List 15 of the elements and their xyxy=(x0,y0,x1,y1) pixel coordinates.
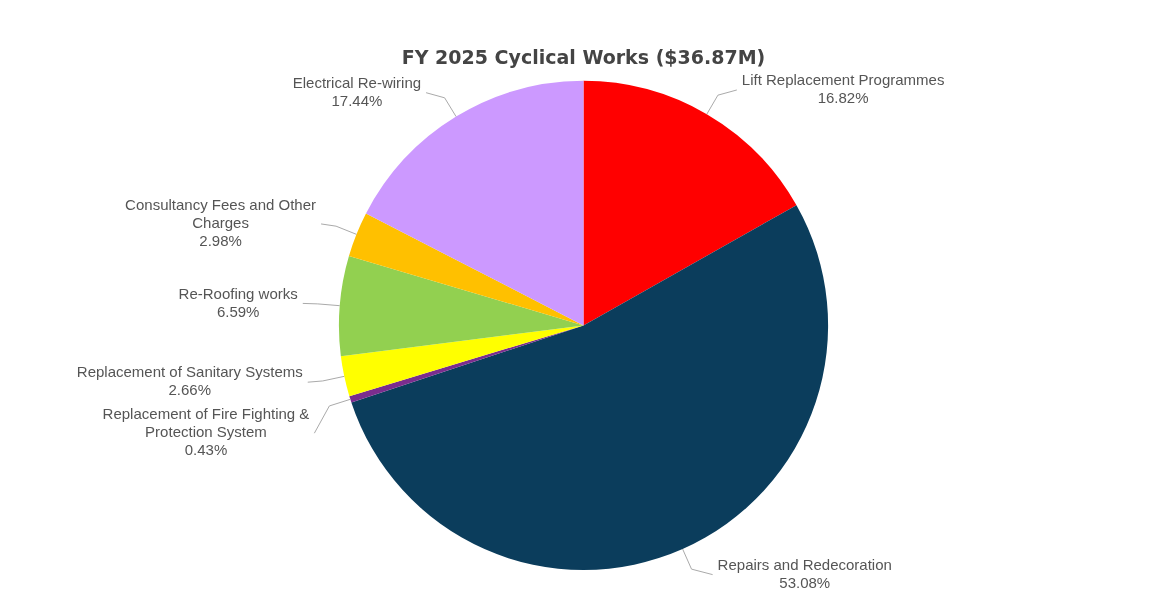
data-label: 2.98% xyxy=(199,232,242,250)
slice-label: Repairs and Redecoration xyxy=(717,555,892,573)
chart-title: FY 2025 Cyclical Works ($36.87M) xyxy=(401,46,766,69)
slice-label: Consultancy Fees and Other Charges xyxy=(125,196,317,232)
data-label: 6.59% xyxy=(216,302,260,320)
slice-label: Electrical Re-wiring xyxy=(292,73,422,91)
slice-label: Re-Roofing works xyxy=(178,284,298,302)
data-label: 2.66% xyxy=(168,381,212,399)
slice-label: Replacement of Sanitary Systems xyxy=(76,363,303,381)
slice-label: Replacement of Fire Fighting & Protection System xyxy=(102,405,310,441)
data-label: 17.44% xyxy=(331,91,383,109)
data-label: 16.82% xyxy=(817,89,869,107)
slice-label: Lift Replacement Programmes xyxy=(741,71,945,89)
data-label: 53.08% xyxy=(779,573,831,591)
data-label: 0.43% xyxy=(184,441,228,459)
